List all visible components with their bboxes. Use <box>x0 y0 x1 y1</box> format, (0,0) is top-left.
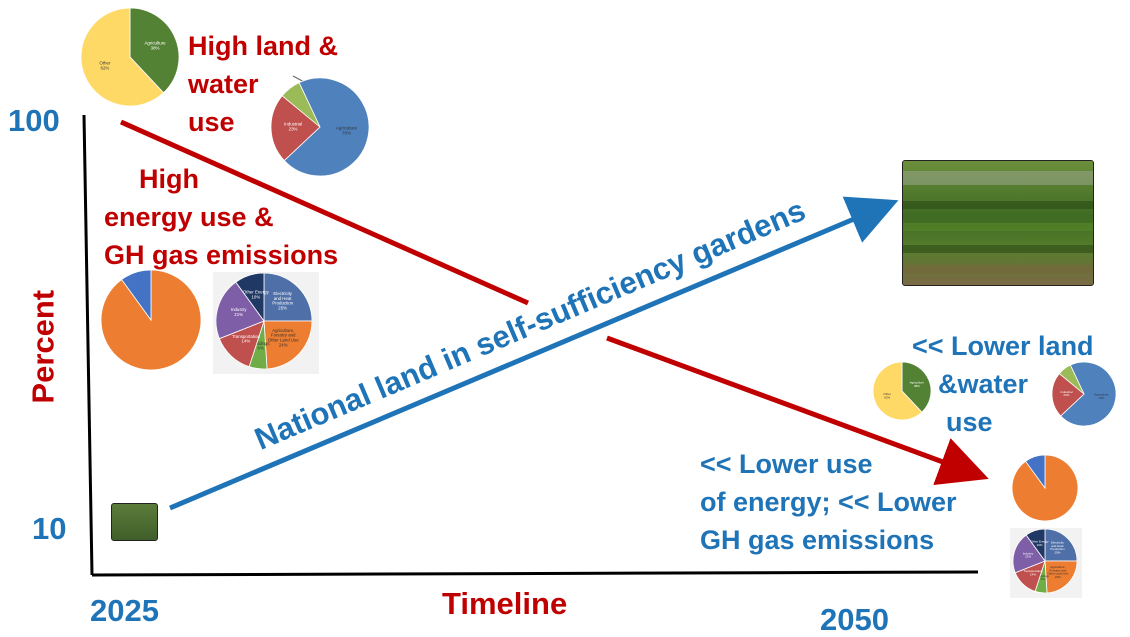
pie-slice-label-2: Buildings 6% <box>1037 574 1050 581</box>
pie-slice-5 <box>1025 529 1046 563</box>
pie-slice-label-0: Electricity and Heat Production 25% <box>272 291 293 310</box>
pie-slice-0 <box>129 8 179 94</box>
pie-slice-1 <box>1025 455 1046 490</box>
lower-land-water-line-2: &water <box>938 369 1029 399</box>
pie-slice-0 <box>901 362 931 413</box>
y-tick-100: 100 <box>8 103 60 138</box>
land-use-pie-top: Agriculture 38% Other 62% <box>81 8 179 106</box>
pie-slice-label-5: Other Energy 10% <box>1031 540 1049 547</box>
pie-slice-4 <box>1013 534 1046 574</box>
energy-pie-bottom <box>1012 455 1078 521</box>
pie-slice-label-1: Other 62% <box>99 60 111 70</box>
high-land-water-line-1: High land & <box>188 31 338 61</box>
emissions-pie-top: Electricity and Heat Production 25% Agricult… <box>216 273 312 369</box>
x-axis-title: Timeline <box>442 586 568 621</box>
pie-slice-label-0: Agriculture 70% <box>336 126 358 136</box>
pie-slice-label-5: Other Energy 10% <box>243 289 270 299</box>
pie-slice-2 <box>1058 364 1085 395</box>
pie-slice-label-3: Transportation 14% <box>1023 569 1043 576</box>
x-tick-2025: 2025 <box>90 593 159 628</box>
pie-slice-label-0: Agriculture 70% <box>1094 393 1109 400</box>
lower-energy-line-3: GH gas emissions <box>700 525 935 555</box>
pie-slice-label-1: Industrial 23% <box>284 121 302 131</box>
lower-energy-line-1: << Lower use <box>700 449 873 479</box>
declining-red-arrow <box>606 335 989 486</box>
pie-slice-0 <box>283 78 369 176</box>
pie-slice-label-1: Industrial 23% <box>1060 390 1073 397</box>
emissions-pie-top-panel: Electricity and Heat Production 25% Agricult… <box>213 272 319 374</box>
pie-slice-1 <box>81 8 165 106</box>
land-use-pie-bottom: Agriculture 38% Other 62% <box>873 362 931 420</box>
lower-land-water-line-3: use <box>946 407 993 437</box>
pie-slice-label-2: Buildings 6% <box>252 341 271 351</box>
pie-slice-0 <box>263 273 312 322</box>
lower-land-water-label: << Lower land &water use <box>912 327 1094 441</box>
pie-slice-label-0: Agriculture 38% <box>910 380 925 387</box>
pie-slice-2 <box>281 82 321 128</box>
garden-photo-small <box>111 503 158 541</box>
lower-energy-label: << Lower use of energy; << Lower GH gas … <box>700 445 957 559</box>
pie-slice-label-1: Other 62% <box>883 392 891 399</box>
y-tick-10: 10 <box>32 511 67 546</box>
energy-pie-top <box>101 270 201 370</box>
pie-slice-1 <box>873 362 923 420</box>
lower-energy-line-2: of energy; << Lower <box>700 487 957 517</box>
pie-slice-label-4: Industry 21% <box>1023 551 1034 558</box>
pie-slice-label-4: Industry 21% <box>231 307 247 317</box>
high-energy-label: High energy use & GH gas emissions <box>104 160 379 274</box>
pie-slice-4 <box>216 281 265 340</box>
high-energy-line-1: High <box>139 164 199 194</box>
lower-land-water-line-1: << Lower land <box>912 331 1094 361</box>
pie-slice-0 <box>1060 362 1116 426</box>
pie-slice-0 <box>1044 529 1077 562</box>
y-axis-title: Percent <box>25 289 61 404</box>
pie-slice-1 <box>263 320 312 369</box>
high-energy-line-2: energy use & <box>104 202 274 232</box>
y-axis-line <box>82 114 94 576</box>
water-use-pie-bottom: Agriculture 70% Industrial 23% <box>1052 362 1116 426</box>
water-use-pie-top: Agriculture 70% Industrial 23% <box>271 78 369 176</box>
high-land-water-line-2: water <box>188 69 259 99</box>
garden-photo-large <box>902 160 1094 286</box>
pie-slice-label-0: Electricity and Heat Production 25% <box>1050 541 1065 555</box>
pie-slice-5 <box>235 273 265 323</box>
emissions-pie-bottom: Electricity and Heat Production 25% Agricult… <box>1013 529 1077 593</box>
pie-slice-1 <box>271 95 321 162</box>
x-tick-2050: 2050 <box>820 602 889 637</box>
emissions-pie-bottom-panel: Electricity and Heat Production 25% Agricult… <box>1010 528 1082 598</box>
pie-slice-label-3: Transportation 14% <box>232 334 261 344</box>
pie-slice-label-1: Agriculture, Forestry and Other Land Use 24… <box>1047 565 1069 579</box>
x-axis-line <box>91 570 979 577</box>
pie-slice-1 <box>121 270 152 322</box>
pie-slice-1 <box>1052 373 1085 417</box>
high-energy-line-3: GH gas emissions <box>104 240 339 270</box>
pie-slice-1 <box>1044 560 1077 593</box>
high-land-water-line-3: use <box>188 107 235 137</box>
rising-blue-arrow <box>169 196 899 511</box>
declining-red-line-upper <box>119 119 530 306</box>
pie-slice-label-1: Agriculture, Forestry and Other Land Use 24… <box>268 328 299 347</box>
pie-slice-label-0: Agriculture 38% <box>144 41 166 51</box>
high-land-water-label: High land & water use <box>188 27 338 141</box>
